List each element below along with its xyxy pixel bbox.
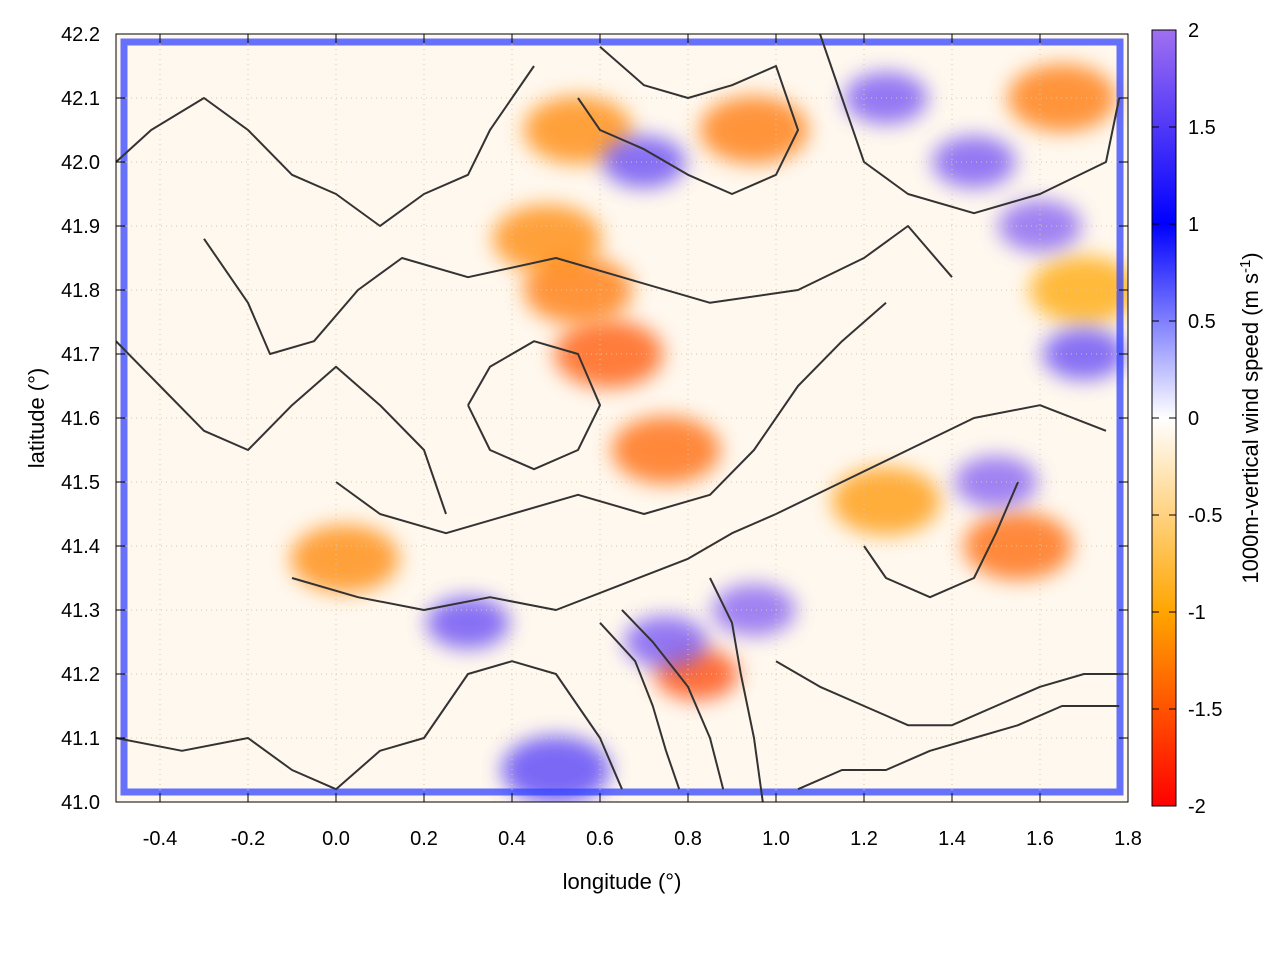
updraft-blob [611,416,721,484]
updraft-blob [554,320,664,388]
contour-line [797,705,1120,791]
contour-line [335,302,887,535]
colorbar-title: 1000m-vertical wind speed (m s-1) [1237,252,1263,583]
updraft-blob [1029,256,1128,324]
y-tick-label: 41.8 [61,280,100,302]
contour-line [863,481,1019,599]
x-tick-label: 1.8 [1114,828,1142,850]
contour-line [116,660,623,791]
colorbar-title-close: ) [1238,252,1263,259]
contour-line [116,65,535,227]
x-tick-label: 0.0 [322,828,350,850]
y-axis: 41.0 41.1 41.2 41.3 41.4 41.5 41.6 41.7 41.8 41.9… [61,24,1128,814]
contour-line [203,225,953,355]
colorbar-tick-label: 0.5 [1188,311,1216,333]
downdraft-blob [712,584,796,636]
colorbar-tick-label: -1.5 [1188,699,1222,721]
colorbar-title-main: 1000m-vertical wind speed (m s [1238,273,1263,584]
colorbar-tick-label: 0 [1188,408,1199,430]
colorbar-tick-label: -2 [1188,796,1206,818]
y-tick-label: 41.3 [61,600,100,622]
contour-line [467,340,601,471]
y-tick-label: 41.4 [61,536,100,558]
downdraft-blob [624,616,708,668]
colorbar-tick-label: -1 [1188,602,1206,624]
x-tick-label: 1.0 [762,828,790,850]
plot-area [115,33,1129,803]
y-tick-label: 41.6 [61,408,100,430]
contour-line [775,660,1120,727]
y-tick-label: 41.7 [61,344,100,366]
x-axis-title: longitude (°) [563,869,682,894]
y-axis-title: latitude (°) [24,368,49,469]
contour-line [291,404,1107,611]
contour-line [819,34,1121,215]
y-tick-label: 42.2 [61,24,100,46]
x-tick-label: 1.4 [938,828,966,850]
y-tick-label: 41.9 [61,216,100,238]
y-tick-label: 41.5 [61,472,100,494]
contours [116,34,1121,802]
x-tick-label: 0.8 [674,828,702,850]
updraft-blob [290,524,400,593]
colorbar-tick-label: -0.5 [1188,505,1222,527]
updraft-blob [831,467,941,536]
x-tick-label: 1.6 [1026,828,1054,850]
colorbar-tick-label: 2 [1188,20,1199,42]
y-tick-label: 42.0 [61,152,100,174]
colorbar-ticks: 2 1.5 1 0.5 0 -0.5 -1 -1.5 -2 [1152,20,1222,818]
wind-field [290,64,1128,802]
downdraft-blob [932,136,1016,188]
x-tick-label: -0.2 [231,828,265,850]
x-tick-label: 0.4 [498,828,526,850]
y-tick-label: 41.2 [61,664,100,686]
updraft-blob [523,96,633,164]
updraft-blob [699,96,809,164]
colorbar-tick-label: 1.5 [1188,117,1216,139]
colorbar-title-sup: -1 [1237,260,1254,273]
x-tick-label: 0.2 [410,828,438,850]
downdraft-blob [1042,328,1126,380]
x-tick-label: 0.6 [586,828,614,850]
x-tick-label: -0.4 [143,828,177,850]
contour-line [116,340,447,515]
y-tick-label: 42.1 [61,88,100,110]
colorbar: 2 1.5 1 0.5 0 -0.5 -1 -1.5 -2 1000m-vertical win… [1151,20,1263,818]
downdraft-blob [426,596,510,649]
updraft-blob [492,204,602,273]
x-tick-label: 1.2 [850,828,878,850]
downdraft-blob [602,136,686,188]
downdraft-blob [501,736,611,802]
contour-line [709,577,764,802]
colorbar-tick-label: 1 [1188,214,1199,236]
contour-line [621,609,725,790]
x-axis: -0.4 -0.2 0.0 0.2 0.4 0.6 0.8 1.0 1.2 1.4 1.6 1.8 [143,34,1142,850]
y-tick-label: 41.1 [61,728,100,750]
contour-line [577,46,799,195]
downdraft-blob [998,200,1082,252]
y-tick-label: 41.0 [61,792,100,814]
updraft-blob [963,512,1073,580]
domain-boundary [120,38,1124,796]
contour-line [599,622,681,790]
